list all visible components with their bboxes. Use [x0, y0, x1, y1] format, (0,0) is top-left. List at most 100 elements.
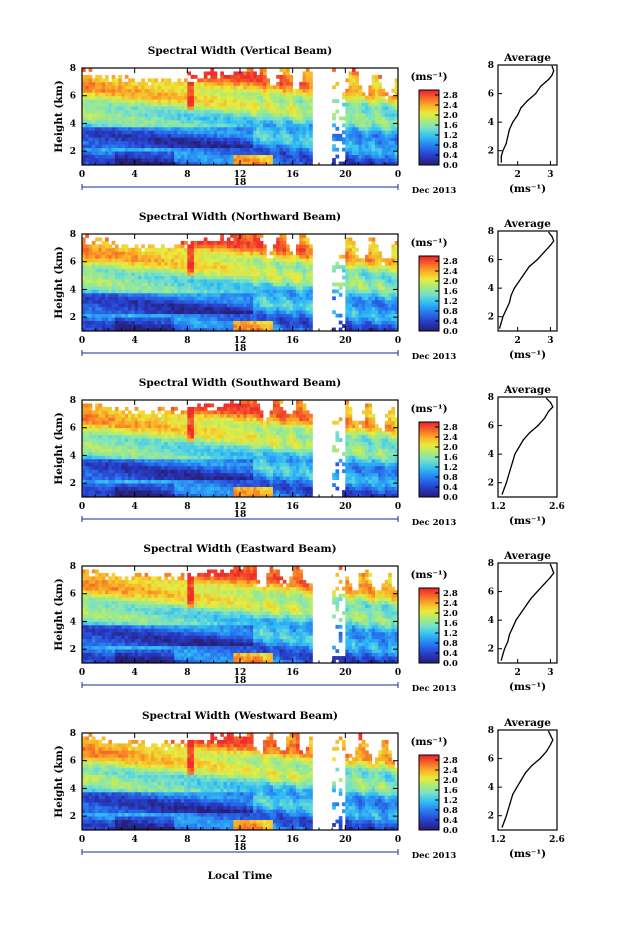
heatmap-cell	[394, 126, 399, 131]
heatmap-cell	[286, 119, 290, 124]
heatmap-cell	[292, 113, 297, 117]
profile-xlabel: (ms⁻¹)	[509, 183, 546, 195]
heatmap-cell	[203, 285, 208, 290]
heatmap-cell	[213, 154, 218, 159]
heatmap-cell	[305, 296, 310, 301]
heatmap-cell	[374, 147, 379, 152]
heatmap-cell	[111, 472, 116, 477]
heatmap-cell	[374, 106, 379, 110]
heatmap-cell	[216, 296, 221, 301]
heatmap-cell	[95, 448, 99, 453]
heatmap-cell	[213, 327, 218, 332]
heatmap-cell	[213, 95, 218, 100]
heatmap-cell	[299, 247, 303, 252]
heatmap-cell	[361, 151, 366, 155]
heatmap-cell	[203, 279, 208, 283]
heatmap-cell	[309, 265, 313, 270]
heatmap-cell	[263, 85, 267, 90]
heatmap-cell	[98, 116, 103, 121]
heatmap-cell	[276, 310, 280, 315]
heatmap-cell	[167, 299, 172, 304]
heatmap-cell	[289, 296, 294, 301]
heatmap-cell	[368, 317, 373, 321]
heatmap-cell	[210, 137, 215, 142]
heatmap-cell	[368, 289, 373, 294]
heatmap-cell	[240, 265, 244, 270]
heatmap-cell	[213, 92, 218, 97]
heatmap-cell	[128, 81, 132, 86]
heatmap-cell	[187, 126, 192, 131]
heatmap-cell	[98, 130, 103, 135]
heatmap-cell	[243, 327, 247, 332]
heatmap-cell	[361, 303, 366, 308]
heatmap-cell	[365, 282, 369, 287]
heatmap-cell	[371, 113, 376, 117]
heatmap-cell	[368, 324, 373, 328]
heatmap-cell	[249, 95, 254, 100]
heatmap-cell	[226, 109, 231, 114]
heatmap-cell	[200, 299, 205, 304]
y-tick-label: 8	[70, 64, 76, 74]
heatmap-cell	[95, 313, 99, 318]
heatmap-cell	[114, 99, 119, 104]
heatmap-cell	[216, 285, 221, 290]
colorbar-swatch	[419, 108, 439, 112]
heatmap-cell	[394, 119, 399, 124]
heatmap-cell	[263, 258, 267, 263]
heatmap-cell	[365, 310, 369, 315]
heatmap-cell	[246, 116, 251, 121]
heatmap-cell	[85, 317, 89, 321]
heatmap-cell	[289, 303, 294, 308]
heatmap-cell	[223, 158, 228, 162]
heatmap-cell	[174, 306, 178, 311]
heatmap-cell	[144, 258, 149, 263]
heatmap-cell	[226, 237, 231, 242]
heatmap-cell	[378, 116, 382, 121]
heatmap-cell	[164, 247, 168, 252]
heatmap-cell	[249, 154, 254, 159]
heatmap-cell	[286, 81, 290, 86]
heatmap-cell	[374, 306, 379, 311]
heatmap-cell	[151, 299, 155, 304]
heatmap-cell	[345, 254, 350, 259]
heatmap-cell	[365, 327, 369, 332]
heatmap-cell	[286, 68, 290, 72]
heatmap-cell	[289, 95, 294, 100]
heatmap-cell	[246, 285, 251, 290]
heatmap-cell	[128, 113, 132, 117]
heatmap-cell	[348, 102, 353, 107]
heatmap-cell	[157, 303, 162, 308]
heatmap-cell	[355, 147, 359, 152]
heatmap-cell	[134, 292, 139, 297]
heatmap-cell	[279, 88, 284, 93]
heatmap-cell	[332, 133, 336, 138]
heatmap-cell	[170, 279, 175, 283]
heatmap-cell	[263, 137, 267, 142]
heatmap-cell	[295, 261, 300, 266]
heatmap-cell	[381, 306, 386, 311]
heatmap-cell	[292, 106, 297, 110]
heatmap-cell	[137, 119, 142, 124]
heatmap-cell	[95, 147, 99, 152]
heatmap-cell	[111, 74, 116, 79]
heatmap-cell	[147, 275, 152, 280]
heatmap-cell	[223, 133, 228, 138]
heatmap-cell	[289, 324, 294, 328]
heatmap-cell	[233, 292, 238, 297]
heatmap-cell	[164, 106, 168, 110]
heatmap-cell	[121, 327, 126, 332]
heatmap-cell	[82, 327, 86, 332]
heatmap-cell	[161, 324, 165, 328]
heatmap-cell	[361, 154, 366, 159]
heatmap-cell	[193, 113, 198, 117]
heatmap-cell	[105, 490, 109, 494]
heatmap-cell	[101, 279, 106, 283]
heatmap-cell	[236, 268, 241, 273]
heatmap-cell	[299, 296, 303, 301]
heatmap-cell	[203, 71, 208, 76]
heatmap-cell	[253, 109, 257, 114]
x-tick-label: 0	[395, 336, 401, 346]
heatmap-cell	[170, 81, 175, 86]
heatmap-cell	[118, 258, 122, 263]
heatmap-cell	[263, 130, 267, 135]
